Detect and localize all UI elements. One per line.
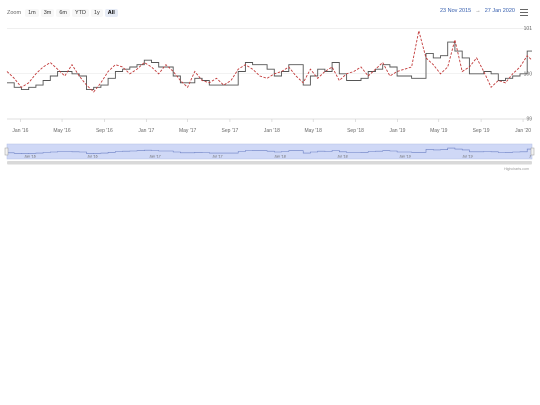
range-button-ytd[interactable]: YTD — [71, 9, 89, 17]
date-to-input[interactable]: 27 Jan 2020 — [484, 8, 515, 14]
x-tick-label: May '17 — [179, 128, 197, 134]
x-tick-label: Sep '19 — [473, 128, 490, 134]
series-line-dashed — [6, 30, 533, 93]
range-button-1y[interactable]: 1y — [90, 9, 103, 17]
range-button-6m[interactable]: 6m — [56, 9, 70, 17]
credits-link[interactable]: Highcharts.com — [504, 167, 529, 171]
x-tick-label: Jan '16 — [12, 128, 28, 134]
series-line-solid — [7, 41, 532, 91]
y-tick-label: 99 — [526, 117, 532, 123]
x-tick-label: Sep '17 — [222, 128, 239, 134]
y-tick-label: 100 — [524, 71, 533, 77]
navigator-tick-label: Jul '19 — [462, 155, 472, 159]
x-tick-label: Sep '16 — [96, 128, 113, 134]
navigator-tick-label: Jan '17 — [149, 155, 160, 159]
range-button-1m[interactable]: 1m — [25, 9, 39, 17]
range-button-3m[interactable]: 3m — [40, 9, 55, 17]
scrollbar-thumb[interactable] — [7, 161, 532, 165]
x-tick-label: Jan '20 — [515, 128, 531, 134]
navigator-series-line — [7, 147, 532, 154]
range-button-all[interactable]: All — [104, 9, 118, 17]
navigator-tick-label: Jul '18 — [337, 155, 347, 159]
navigator-tick-label: J — [529, 155, 531, 159]
date-range-input: 23 Nov 2015 → 27 Jan 2020 — [440, 8, 515, 14]
navigator-tick-label: Jul '16 — [87, 155, 97, 159]
stock-chart: 99 100 101 Jan '16 May '16 Sep '16 Jan '17 May … — [4, 26, 535, 165]
x-tick-label: May '18 — [305, 128, 323, 134]
x-tick-label: May '16 — [53, 128, 71, 134]
x-tick-label: Jan '19 — [389, 128, 405, 134]
navigator-tick-label: Jan '16 — [24, 155, 35, 159]
navigator-handle-left[interactable] — [4, 147, 9, 156]
navigator-tick-label: Jan '18 — [274, 155, 285, 159]
range-selector: Zoom 1m 3m 6m YTD 1y All — [7, 7, 118, 19]
y-tick-label: 101 — [524, 26, 533, 32]
date-arrow: → — [475, 8, 481, 14]
x-tick-label: Jan '17 — [138, 128, 154, 134]
navigator-tick-label: Jan '19 — [399, 155, 410, 159]
hamburger-menu-icon[interactable] — [520, 9, 528, 17]
date-from-input[interactable]: 23 Nov 2015 — [440, 8, 472, 14]
x-tick-label: Jan '18 — [264, 128, 280, 134]
x-tick-label: Sep '18 — [347, 128, 364, 134]
navigator-handle-right[interactable] — [530, 147, 535, 156]
navigator-tick-label: Jul '17 — [212, 155, 222, 159]
x-tick-label: May '19 — [430, 128, 448, 134]
zoom-label: Zoom — [7, 10, 22, 16]
